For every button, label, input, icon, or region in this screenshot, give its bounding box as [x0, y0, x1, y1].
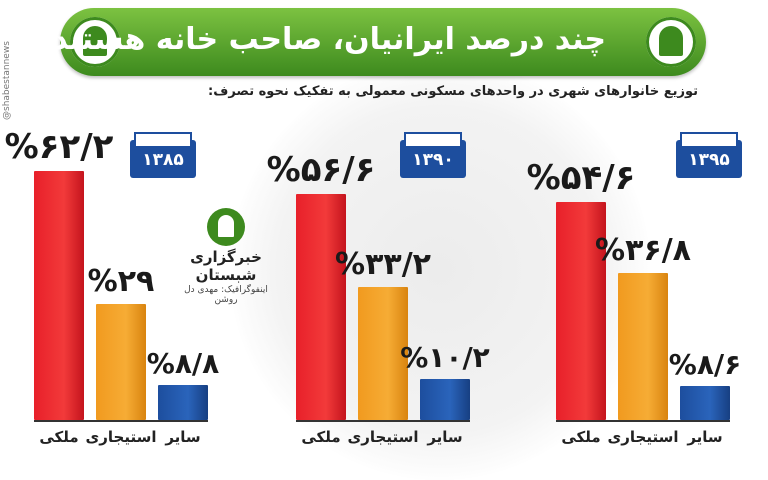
baseline — [556, 420, 730, 422]
bar-rented — [358, 287, 408, 420]
value-label: %۲۹ — [87, 264, 156, 299]
bar-owned — [296, 194, 346, 420]
category-label: سایر — [165, 428, 201, 446]
bar-rented — [618, 273, 668, 420]
value-label: %۸/۶ — [668, 348, 742, 381]
value-label: %۱۰/۲ — [400, 341, 491, 374]
value-label: %۶۲/۲ — [4, 127, 115, 167]
year-label: ۱۳۹۰ — [412, 150, 454, 170]
category-label: ملکی — [561, 428, 601, 446]
mosque-badge-icon — [70, 17, 120, 67]
bar-other — [680, 386, 730, 420]
bar-other — [420, 379, 470, 420]
agency-logo: خبرگزاری شبستان اینفوگرافیک: مهدی دل روش… — [176, 208, 276, 305]
baseline — [296, 420, 470, 422]
category-label: سایر — [427, 428, 463, 446]
chart-subtitle: توزیع خانوارهای شهری در واحدهای مسکونی م… — [208, 84, 698, 99]
category-label: استیجاری — [347, 428, 419, 446]
value-label: %۳۶/۸ — [595, 233, 692, 268]
side-credit: @shabestannews — [2, 41, 12, 120]
logo-icon — [207, 208, 245, 246]
category-label: ملکی — [301, 428, 341, 446]
bar-other — [158, 385, 208, 420]
category-label: ملکی — [39, 428, 79, 446]
category-label: استیجاری — [607, 428, 679, 446]
value-label: %۵۴/۶ — [526, 158, 637, 198]
category-label: استیجاری — [85, 428, 157, 446]
bar-owned — [34, 171, 84, 420]
baseline — [34, 420, 208, 422]
value-label: %۸/۸ — [146, 347, 220, 380]
page-title: چند درصد ایرانیان، صاحب خانه هستند؟ — [34, 22, 606, 57]
mosque-badge-icon — [646, 17, 696, 67]
calendar-icon: ۱۳۸۵ — [130, 132, 196, 178]
value-label: %۵۶/۶ — [266, 150, 377, 190]
value-label: %۳۳/۲ — [335, 247, 432, 282]
bar-owned — [556, 202, 606, 420]
bar-rented — [96, 304, 146, 420]
year-label: ۱۳۸۵ — [142, 150, 184, 170]
title-banner: چند درصد ایرانیان، صاحب خانه هستند؟ — [34, 8, 706, 76]
calendar-icon: ۱۳۹۵ — [676, 132, 742, 178]
logo-name: خبرگزاری شبستان — [190, 248, 262, 284]
category-label: سایر — [687, 428, 723, 446]
year-label: ۱۳۹۵ — [688, 150, 730, 170]
calendar-icon: ۱۳۹۰ — [400, 132, 466, 178]
logo-credit: اینفوگرافیک: مهدی دل روشن — [184, 285, 268, 305]
